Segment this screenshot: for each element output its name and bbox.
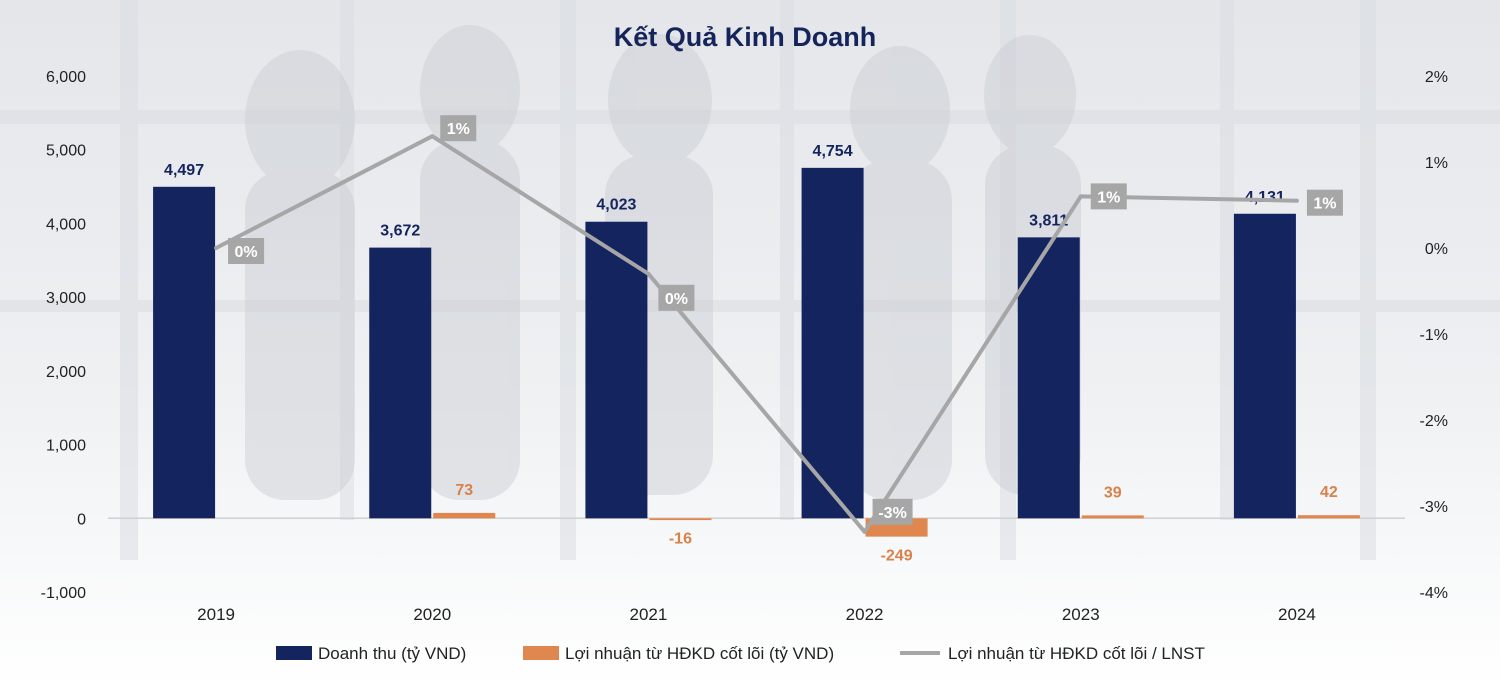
y-axis-right: 2% 1% 0% -1% -2% -3% -4% bbox=[1420, 69, 1448, 602]
ratio-point bbox=[430, 134, 435, 139]
ratio-point bbox=[214, 246, 219, 250]
x-tick-label: 2020 bbox=[413, 605, 451, 624]
y-left-tick-label: 3,000 bbox=[46, 290, 86, 307]
y-left-tick-label: 6,000 bbox=[46, 69, 86, 86]
ratio-data-label: 0% bbox=[665, 291, 688, 308]
x-tick-label: 2021 bbox=[630, 605, 668, 624]
ratio-label-box bbox=[228, 238, 265, 264]
ratio-label-box bbox=[658, 284, 695, 311]
y-axis-left: 6,000 5,000 4,000 3,000 2,000 1,000 0 -1,000 bbox=[41, 69, 86, 602]
profit-data-label: 42 bbox=[1320, 484, 1338, 501]
y-right-tick-label: 0% bbox=[1425, 241, 1448, 258]
profit-bar bbox=[433, 512, 496, 519]
ratio-data-label: 1% bbox=[447, 121, 470, 138]
revenue-bar bbox=[585, 221, 648, 519]
legend-label: Lợi nhuận từ HĐKD cốt lõi (tỷ VND) bbox=[565, 644, 834, 663]
ratio-point bbox=[862, 529, 867, 534]
legend-swatch bbox=[276, 646, 312, 660]
revenue-bar bbox=[1017, 237, 1080, 519]
revenue-bar bbox=[369, 247, 432, 519]
ratio-point bbox=[1078, 194, 1083, 199]
revenue-data-label: 3,811 bbox=[1029, 212, 1068, 229]
y-right-tick-label: 1% bbox=[1425, 155, 1448, 172]
x-axis: 2019 2020 2021 2022 2023 2024 bbox=[197, 605, 1316, 624]
y-right-tick-label: -2% bbox=[1420, 413, 1448, 430]
revenue-bar bbox=[801, 167, 864, 519]
profit-data-label: -249 bbox=[881, 548, 913, 565]
line-series-group: 0% 1% 0% -3% 1% 1% bbox=[214, 115, 1343, 534]
profit-data-label: -16 bbox=[669, 530, 692, 547]
x-tick-label: 2023 bbox=[1062, 605, 1100, 624]
ratio-label-box bbox=[1090, 183, 1127, 210]
bars-group: 4,497 3,672 73 4,023 -16 4,754 -249 3,811 39 4,13… bbox=[153, 143, 1360, 565]
y-right-tick-label: 2% bbox=[1425, 69, 1448, 86]
revenue-data-label: 4,497 bbox=[164, 162, 204, 179]
profit-bar bbox=[1081, 515, 1144, 519]
revenue-bar bbox=[1233, 213, 1296, 519]
y-left-tick-label: 4,000 bbox=[46, 216, 86, 233]
ratio-data-label: 1% bbox=[1097, 189, 1120, 206]
y-right-tick-label: -1% bbox=[1420, 327, 1448, 344]
revenue-bar bbox=[153, 186, 216, 519]
y-left-tick-label: 0 bbox=[77, 511, 86, 528]
ratio-data-label: 0% bbox=[235, 244, 258, 261]
ratio-label-box bbox=[1306, 189, 1343, 216]
legend-label: Lợi nhuận từ HĐKD cốt lõi / LNST bbox=[948, 644, 1205, 663]
y-left-tick-label: 5,000 bbox=[46, 143, 86, 160]
revenue-data-label: 4,131 bbox=[1245, 189, 1285, 206]
ratio-data-label: 1% bbox=[1313, 196, 1336, 213]
y-left-tick-label: 1,000 bbox=[46, 438, 86, 455]
x-tick-label: 2022 bbox=[846, 605, 884, 624]
y-right-tick-label: -3% bbox=[1420, 499, 1448, 516]
y-left-tick-label: 2,000 bbox=[46, 364, 86, 381]
legend-swatch bbox=[523, 646, 559, 660]
profit-data-label: 39 bbox=[1104, 484, 1122, 501]
legend: Doanh thu (tỷ VND) Lợi nhuận từ HĐKD cốt … bbox=[276, 644, 1205, 663]
y-left-tick-label: -1,000 bbox=[41, 585, 86, 602]
revenue-data-label: 4,754 bbox=[813, 143, 853, 160]
ratio-label-box bbox=[872, 498, 913, 525]
ratio-label-box bbox=[440, 115, 477, 142]
ratio-data-label: -3% bbox=[878, 505, 906, 522]
profit-data-label: 73 bbox=[455, 482, 473, 499]
profit-bar bbox=[649, 518, 712, 521]
y-right-tick-label: -4% bbox=[1420, 585, 1448, 602]
profit-bar bbox=[1297, 515, 1360, 519]
ratio-point bbox=[1294, 198, 1299, 203]
ratio-point bbox=[646, 271, 651, 276]
x-tick-label: 2019 bbox=[197, 605, 235, 624]
revenue-data-label: 4,023 bbox=[596, 197, 636, 214]
revenue-data-label: 3,672 bbox=[380, 223, 420, 240]
chart-title: Kết Quả Kinh Doanh bbox=[614, 22, 877, 52]
legend-label: Doanh thu (tỷ VND) bbox=[318, 644, 466, 663]
x-tick-label: 2024 bbox=[1278, 605, 1316, 624]
